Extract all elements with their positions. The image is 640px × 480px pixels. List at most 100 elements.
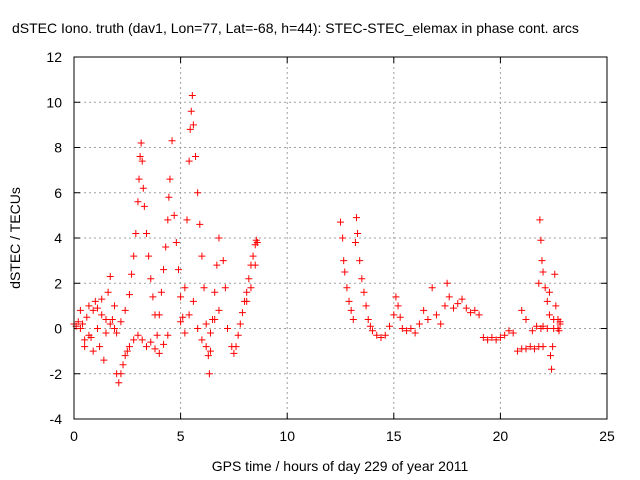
data-point <box>366 322 374 330</box>
data-point <box>102 315 110 323</box>
data-point <box>181 329 189 337</box>
data-point <box>138 157 146 165</box>
data-point <box>194 325 202 332</box>
data-point <box>462 304 470 312</box>
data-point <box>89 306 97 314</box>
data-point <box>145 252 153 260</box>
data-point <box>543 297 551 305</box>
data-point <box>420 306 428 314</box>
data-point <box>396 313 404 321</box>
data-point <box>441 302 449 310</box>
data-point <box>183 216 191 224</box>
data-point <box>509 329 517 337</box>
y-tick-label: -2 <box>50 366 63 382</box>
data-point <box>533 322 541 330</box>
data-point <box>513 347 521 355</box>
data-point <box>236 320 244 328</box>
data-point <box>174 266 182 274</box>
data-point <box>551 270 559 278</box>
x-tick-label: 15 <box>386 428 402 444</box>
data-point <box>98 295 106 303</box>
data-point <box>100 356 108 364</box>
data-point <box>505 327 513 335</box>
data-point <box>81 336 89 344</box>
data-point <box>522 315 530 323</box>
data-point <box>539 268 547 276</box>
y-tick-label: -4 <box>50 411 63 427</box>
data-point <box>198 252 206 260</box>
data-point <box>189 121 197 129</box>
data-point <box>123 347 131 355</box>
data-point <box>358 275 366 283</box>
data-point <box>155 311 163 319</box>
x-tick-label: 5 <box>177 428 185 444</box>
data-point <box>164 216 172 224</box>
data-point <box>111 302 119 310</box>
data-point <box>211 288 219 296</box>
data-point <box>204 352 212 360</box>
data-point <box>89 347 97 355</box>
data-point <box>354 229 362 237</box>
y-tick-label: 8 <box>54 140 62 156</box>
data-point <box>202 320 210 328</box>
data-point <box>467 309 475 317</box>
data-point <box>356 257 364 265</box>
data-point <box>166 175 174 183</box>
data-point <box>134 198 142 206</box>
data-point <box>496 334 504 342</box>
data-point <box>130 336 138 344</box>
data-point <box>155 349 163 357</box>
data-point <box>196 220 204 228</box>
data-point <box>556 318 564 326</box>
y-tick-label: 10 <box>46 94 62 110</box>
data-point <box>437 320 445 328</box>
x-axis-label: GPS time / hours of day 229 of year 2011 <box>212 458 469 474</box>
data-point <box>224 325 232 332</box>
data-point <box>168 137 176 145</box>
data-point <box>93 304 101 312</box>
data-point <box>188 91 196 99</box>
data-point <box>518 306 526 314</box>
data-point <box>192 153 200 161</box>
data-point <box>181 284 189 292</box>
data-point <box>157 288 165 296</box>
data-point <box>428 284 436 292</box>
y-axis-label: dSTEC / TECUs <box>7 187 23 289</box>
data-point <box>85 302 93 310</box>
data-point <box>125 343 133 351</box>
data-point <box>432 311 440 319</box>
data-point <box>535 279 543 287</box>
data-point <box>341 268 349 276</box>
data-point <box>536 216 544 224</box>
data-point <box>117 370 125 378</box>
data-point <box>415 320 423 328</box>
x-axis-ticks: 0 5 10 15 20 25 <box>70 57 615 444</box>
data-point <box>206 347 214 355</box>
data-point <box>230 349 238 357</box>
data-point <box>189 297 197 305</box>
data-point <box>98 311 106 319</box>
data-point <box>364 315 372 323</box>
y-axis-ticks: -4 -2 0 2 4 6 8 10 12 <box>46 49 607 427</box>
data-point <box>202 343 210 351</box>
data-point <box>249 252 257 260</box>
data-point <box>134 331 142 339</box>
data-point <box>349 315 357 323</box>
data-point <box>528 327 536 335</box>
data-point <box>545 311 553 319</box>
data-point <box>232 343 240 351</box>
plot-frame <box>73 56 608 420</box>
data-point <box>424 315 432 323</box>
data-point <box>538 257 546 265</box>
data-point <box>347 306 355 314</box>
data-point <box>74 318 82 326</box>
data-point <box>117 318 125 326</box>
data-point <box>238 309 246 317</box>
data-point <box>549 343 557 351</box>
data-point <box>484 336 492 344</box>
data-point <box>138 336 146 344</box>
x-tick-label: 25 <box>599 428 615 444</box>
data-point <box>539 343 547 351</box>
data-point <box>170 211 178 219</box>
